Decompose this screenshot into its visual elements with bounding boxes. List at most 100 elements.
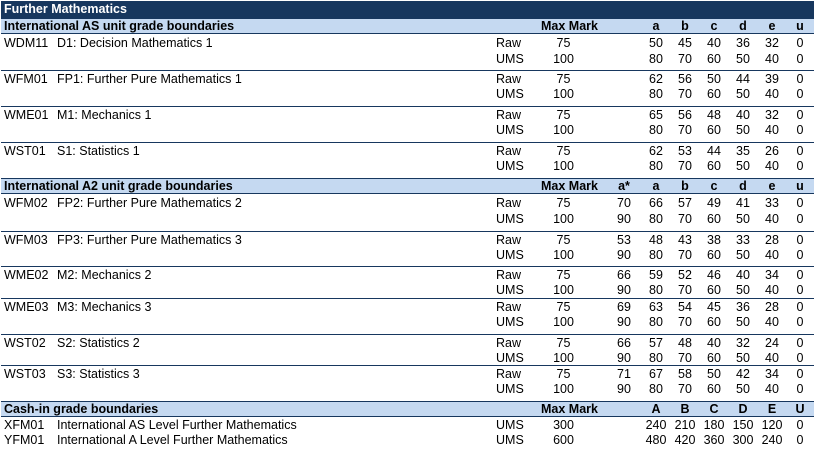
grade-d-cell: 150 (732, 418, 754, 432)
grade-astar-cell: 90 (617, 212, 631, 226)
grade-a-cell: 80 (649, 87, 663, 101)
mark-type: UMS (496, 123, 524, 137)
unit-code: WME01 (4, 108, 49, 122)
col-grade-b: B (680, 402, 690, 416)
grade-b-cell: 53 (678, 144, 692, 158)
unit-name: S3: Statistics 3 (57, 367, 140, 381)
table-row-ums: UMS 100 90 80 70 60 50 40 0 (1, 247, 814, 263)
max-mark-cell: 75 (556, 36, 571, 50)
unit-code: WFM01 (4, 72, 48, 86)
grade-b-cell: 70 (678, 315, 692, 329)
grade-d-cell: 50 (736, 382, 750, 396)
grade-astar-cell: 53 (617, 233, 631, 247)
grade-b-cell: 70 (678, 248, 692, 262)
grade-b-cell: 48 (678, 336, 692, 350)
col-u: u (796, 19, 804, 33)
mark-type: UMS (496, 283, 524, 297)
grade-c-cell: 49 (707, 196, 721, 210)
grade-e-cell: 40 (765, 382, 779, 396)
col-d: d (739, 179, 747, 193)
grade-astar-cell: 70 (617, 196, 631, 210)
grade-c-cell: 180 (703, 418, 725, 432)
grade-e-cell: 26 (765, 144, 779, 158)
grade-d-cell: 44 (736, 72, 750, 86)
grade-u-cell: 0 (796, 87, 804, 101)
grade-d-cell: 50 (736, 52, 750, 66)
grade-e-cell: 40 (765, 315, 779, 329)
max-mark-cell: 100 (553, 212, 574, 226)
unit-name: FP1: Further Pure Mathematics 1 (57, 72, 242, 86)
table-row-raw: WST03 S3: Statistics 3 Raw 75 71 67 58 50 42 34 0 (1, 365, 814, 381)
mark-type: Raw (496, 36, 522, 50)
grade-d-cell: 32 (736, 336, 750, 350)
max-mark-cell: 75 (556, 336, 571, 350)
grade-d-cell: 50 (736, 159, 750, 173)
max-mark-cell: 75 (556, 72, 571, 86)
grade-b-cell: 54 (678, 300, 692, 314)
max-mark-cell: 100 (553, 159, 574, 173)
table-row-raw: WME02 M2: Mechanics 2 Raw 75 66 59 52 46 40 34 0 (1, 266, 814, 282)
grade-u-cell: 0 (796, 300, 804, 314)
grade-u-cell: 0 (796, 268, 804, 282)
grade-c-cell: 60 (707, 248, 721, 262)
col-a: a (652, 179, 660, 193)
cashin-section-heading: Cash-in grade boundaries (4, 402, 159, 416)
grade-c-cell: 60 (707, 159, 721, 173)
as-section-header: International AS unit grade boundaries M… (1, 18, 814, 34)
grade-b-cell: 57 (678, 196, 692, 210)
col-grade-e: E (767, 402, 777, 416)
grade-b-cell: 70 (678, 159, 692, 173)
grade-u-cell: 0 (796, 433, 804, 447)
grade-b-cell: 70 (678, 52, 692, 66)
grade-d-cell: 36 (736, 36, 750, 50)
mark-type: UMS (496, 52, 524, 66)
grade-astar-cell: 69 (617, 300, 631, 314)
mark-type: Raw (496, 336, 522, 350)
mark-type: UMS (496, 351, 524, 365)
grade-e-cell: 39 (765, 72, 779, 86)
table-row-raw: WME03 M3: Mechanics 3 Raw 75 69 63 54 45 36 28 0 (1, 298, 814, 314)
mark-type: Raw (496, 144, 522, 158)
grade-c-cell: 60 (707, 52, 721, 66)
grade-c-cell: 60 (707, 382, 721, 396)
grade-d-cell: 41 (736, 196, 750, 210)
table-row-ums: UMS 100 80 70 60 50 40 0 (1, 86, 814, 102)
unit-name: S2: Statistics 2 (57, 336, 140, 350)
grade-e-cell: 40 (765, 123, 779, 137)
qualification-name: International AS Level Further Mathemati… (57, 418, 297, 432)
grade-a-cell: 66 (649, 196, 663, 210)
grade-e-cell: 120 (761, 418, 783, 432)
grade-astar-cell: 90 (617, 382, 631, 396)
mark-type: Raw (496, 72, 522, 86)
grade-a-cell: 67 (649, 367, 663, 381)
unit-code: WDM11 (4, 36, 49, 50)
unit-code: WST03 (4, 367, 46, 381)
max-mark-cell: 75 (556, 367, 571, 381)
grade-c-cell: 50 (707, 72, 721, 86)
unit-code: WME03 (4, 300, 49, 314)
table-row-ums: UMS 100 90 80 70 60 50 40 0 (1, 381, 814, 397)
col-u: u (796, 179, 804, 193)
grade-d-cell: 40 (736, 108, 750, 122)
grade-d-cell: 33 (736, 233, 750, 247)
grade-d-cell: 50 (736, 123, 750, 137)
as-section-heading: International AS unit grade boundaries (4, 19, 235, 33)
max-mark-cell: 100 (553, 87, 574, 101)
col-c: c (710, 179, 718, 193)
max-mark-cell: 100 (553, 315, 574, 329)
grade-a-cell: 480 (645, 433, 667, 447)
grade-u-cell: 0 (796, 72, 804, 86)
table-row-ums: UMS 100 80 70 60 50 40 0 (1, 51, 814, 67)
unit-name: M3: Mechanics 3 (57, 300, 152, 314)
col-a-star: a* (618, 179, 630, 193)
grade-b-cell: 70 (678, 351, 692, 365)
max-mark-cell: 75 (556, 300, 571, 314)
max-mark-cell: 100 (553, 382, 574, 396)
max-mark-cell: 100 (553, 248, 574, 262)
mark-type: UMS (496, 212, 524, 226)
grade-u-cell: 0 (796, 123, 804, 137)
grade-a-cell: 80 (649, 248, 663, 262)
max-mark-cell: 100 (553, 52, 574, 66)
grade-astar-cell: 90 (617, 283, 631, 297)
grade-u-cell: 0 (796, 233, 804, 247)
